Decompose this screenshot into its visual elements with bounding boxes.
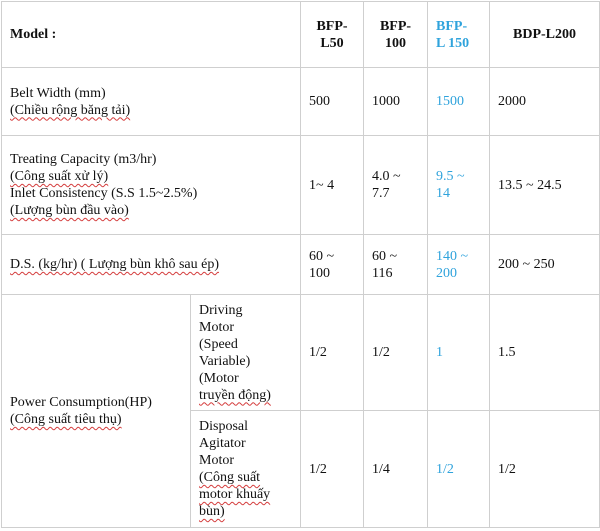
agitator-motor-line6: bùn) bbox=[199, 504, 225, 519]
agitator-motor-line2: Agitator bbox=[199, 436, 246, 451]
driving-l200: 1.5 bbox=[489, 294, 600, 411]
header-row: Model : BFP- L50 BFP- 100 BFP- L 150 BDP… bbox=[0, 1, 600, 68]
agitator-l200: 1/2 bbox=[489, 410, 600, 528]
driving-motor-line1: Driving bbox=[199, 302, 243, 318]
header-model: Model : bbox=[0, 1, 302, 68]
driving-100: 1/2 bbox=[363, 294, 429, 411]
ds-l150: 140 ~ 200 bbox=[427, 234, 491, 295]
ds-100-line1: 60 ~ bbox=[372, 248, 398, 264]
belt-width-l200: 2000 bbox=[489, 67, 600, 136]
capacity-label-vn: (Công suất xử lý) bbox=[10, 169, 109, 184]
driving-motor-line3: (Speed bbox=[199, 336, 238, 352]
belt-width-l150: 1500 bbox=[427, 67, 491, 136]
header-bfp-l150: BFP- L 150 bbox=[427, 1, 491, 68]
table-row-agitator-motor: Disposal Agitator Motor (Công suất motor… bbox=[2, 410, 600, 528]
ds-l200-value: 200 ~ 250 bbox=[498, 257, 555, 272]
ds-l150-line2: 200 bbox=[436, 265, 458, 281]
header-bdp-l200-line1: BDP-L200 bbox=[513, 27, 577, 42]
driving-motor-label-cell: Driving Motor (Speed Variable) (Motor tr… bbox=[189, 294, 302, 411]
agitator-100-value: 1/4 bbox=[372, 461, 390, 477]
inlet-consistency-label-vn: (Lượng bùn đầu vào) bbox=[10, 203, 129, 218]
agitator-l50: 1/2 bbox=[300, 410, 365, 528]
belt-width-label: Belt Width (mm) bbox=[10, 85, 106, 101]
ds-label-cell: D.S. (kg/hr) ( Lượng bùn khô sau ép) bbox=[0, 234, 302, 295]
power-label: Power Consumption(HP) bbox=[10, 395, 152, 410]
header-bfp-100: BFP- 100 bbox=[363, 1, 429, 68]
belt-width-label-cell: Belt Width (mm) (Chiều rộng băng tải) bbox=[0, 67, 302, 136]
capacity-100-line1: 4.0 ~ bbox=[372, 169, 401, 184]
ds-100-line2: 116 bbox=[372, 265, 393, 281]
header-bfp-l50: BFP- L50 bbox=[300, 1, 365, 68]
driving-l150-value: 1 bbox=[436, 345, 444, 360]
table-row-belt-width: Belt Width (mm) (Chiều rộng băng tải) 50… bbox=[0, 67, 600, 136]
inlet-consistency-label: Inlet Consistency (S.S 1.5~2.5%) bbox=[10, 186, 198, 201]
driving-motor-line5: (Motor bbox=[199, 370, 239, 386]
driving-l50: 1/2 bbox=[300, 294, 365, 411]
agitator-l150: 1/2 bbox=[427, 410, 491, 528]
header-bfp-l50-line1: BFP- bbox=[316, 18, 348, 34]
belt-width-l50: 500 bbox=[300, 67, 365, 136]
belt-width-l50-value: 500 bbox=[309, 94, 331, 109]
agitator-l200-value: 1/2 bbox=[498, 461, 516, 477]
driving-motor-line6: truyền động) bbox=[199, 387, 271, 403]
header-bfp-l150-line1: BFP- bbox=[436, 18, 468, 34]
header-bfp-100-line2: 100 bbox=[385, 35, 407, 51]
header-bfp-l50-line2: L50 bbox=[320, 35, 344, 51]
capacity-l150: 9.5 ~ 14 bbox=[427, 135, 491, 235]
capacity-100: 4.0 ~ 7.7 bbox=[363, 135, 429, 235]
table-row-capacity: Treating Capacity (m3/hr) (Công suất xử … bbox=[0, 135, 600, 235]
driving-motor-line2: Motor bbox=[199, 319, 234, 335]
belt-width-100-value: 1000 bbox=[372, 94, 401, 109]
ds-l50-line1: 60 ~ bbox=[309, 248, 335, 264]
belt-width-label-vn: (Chiều rộng băng tải) bbox=[10, 102, 131, 118]
belt-width-l150-value: 1500 bbox=[436, 94, 465, 109]
capacity-label: Treating Capacity (m3/hr) bbox=[10, 152, 157, 167]
capacity-100-line2: 7.7 bbox=[372, 186, 390, 201]
ds-100: 60 ~ 116 bbox=[363, 234, 429, 295]
header-bdp-l200: BDP-L200 bbox=[489, 1, 600, 68]
ds-l50: 60 ~ 100 bbox=[300, 234, 365, 295]
belt-width-l200-value: 2000 bbox=[498, 94, 527, 109]
capacity-l200: 13.5 ~ 24.5 bbox=[489, 135, 600, 235]
capacity-label-cell: Treating Capacity (m3/hr) (Công suất xử … bbox=[0, 135, 302, 235]
ds-l50-line2: 100 bbox=[309, 265, 331, 281]
driving-l200-value: 1.5 bbox=[498, 345, 516, 360]
agitator-motor-line4: (Công suất bbox=[199, 470, 261, 485]
agitator-100: 1/4 bbox=[363, 410, 429, 528]
power-label-cell: Power Consumption(HP) (Công suất tiêu th… bbox=[1, 294, 191, 528]
agitator-l50-value: 1/2 bbox=[309, 461, 327, 477]
driving-l50-value: 1/2 bbox=[309, 345, 327, 360]
agitator-motor-line5: motor khuấy bbox=[199, 487, 271, 502]
agitator-motor-line1: Disposal bbox=[199, 419, 248, 434]
header-bfp-100-line1: BFP- bbox=[379, 18, 412, 34]
capacity-l200-value: 13.5 ~ 24.5 bbox=[498, 177, 562, 193]
table-row-driving-motor: Power Consumption(HP) (Công suất tiêu th… bbox=[1, 294, 600, 528]
ds-l200: 200 ~ 250 bbox=[489, 234, 600, 295]
agitator-motor-label-cell: Disposal Agitator Motor (Công suất motor… bbox=[189, 410, 302, 528]
agitator-motor-line3: Motor bbox=[199, 453, 234, 468]
driving-100-value: 1/2 bbox=[372, 345, 390, 360]
power-label-vn: (Công suất tiêu thụ) bbox=[10, 412, 122, 427]
driving-l150: 1 bbox=[427, 294, 491, 411]
capacity-l150-line1: 9.5 ~ bbox=[436, 169, 465, 184]
capacity-l50: 1~ 4 bbox=[300, 135, 365, 235]
driving-motor-line4: Variable) bbox=[199, 353, 251, 369]
capacity-l150-line2: 14 bbox=[436, 186, 451, 201]
ds-l150-line1: 140 ~ bbox=[436, 248, 469, 264]
capacity-l50-value: 1~ 4 bbox=[309, 177, 335, 193]
belt-width-100: 1000 bbox=[363, 67, 429, 136]
table-row-ds: D.S. (kg/hr) ( Lượng bùn khô sau ép) 60 … bbox=[0, 234, 600, 295]
header-bfp-l150-line2: L 150 bbox=[436, 35, 470, 51]
ds-label: D.S. (kg/hr) ( Lượng bùn khô sau ép) bbox=[10, 257, 220, 272]
header-model-label: Model : bbox=[10, 27, 57, 42]
agitator-l150-value: 1/2 bbox=[436, 461, 454, 477]
